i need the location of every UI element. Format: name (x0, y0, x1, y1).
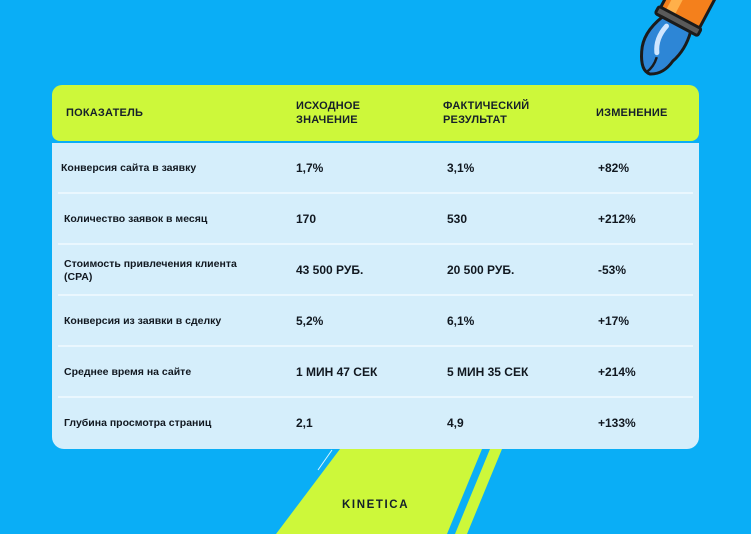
brand-logo: KINETICA (342, 499, 410, 511)
pen-nib-icon (640, 0, 721, 76)
cell-initial: 170 (296, 212, 317, 226)
header-actual: ФАКТИЧЕСКИЙ РЕЗУЛЬТАТ (443, 85, 529, 141)
cell-initial: 1,7% (296, 161, 324, 175)
row-divider (58, 243, 693, 245)
cell-actual: 4,9 (447, 416, 464, 430)
cell-change: -53% (598, 263, 627, 277)
cell-metric: Среднее время на сайте (64, 366, 192, 378)
header-change-label: ИЗМЕНЕНИЕ (596, 107, 668, 119)
table-row: Конверсия из заявки в сделку 5,2% 6,1% +… (52, 296, 699, 347)
row-divider (58, 396, 693, 398)
cell-initial: 43 500 РУБ. (296, 263, 364, 277)
table-row: Стоимость привлечения клиента (CPA) 43 5… (52, 245, 699, 296)
header-actual-line1: ФАКТИЧЕСКИЙ (443, 100, 530, 112)
cell-change: +133% (598, 416, 636, 430)
header-metric-label: ПОКАЗАТЕЛЬ (66, 107, 144, 119)
table-row: Глубина просмотра страниц 2,1 4,9 +133% (52, 398, 699, 449)
row-divider (58, 345, 693, 347)
header-initial-line2: ЗНАЧЕНИЕ (296, 114, 358, 126)
cell-metric: Стоимость привлечения клиента (CPA) (64, 257, 237, 283)
cell-metric: Конверсия сайта в заявку (61, 162, 197, 174)
table-body: Конверсия сайта в заявку 1,7% 3,1% +82% … (52, 143, 699, 449)
cell-actual: 6,1% (447, 314, 475, 328)
table-row: Среднее время на сайте 1 МИН 47 СЕК 5 МИ… (52, 347, 699, 398)
cell-actual: 3,1% (447, 161, 475, 175)
cell-initial: 1 МИН 47 СЕК (296, 365, 378, 379)
header-initial: ИСХОДНОЕ ЗНАЧЕНИЕ (296, 85, 360, 141)
header-initial-line1: ИСХОДНОЕ (296, 100, 361, 112)
header-change: ИЗМЕНЕНИЕ (596, 85, 668, 141)
cell-initial: 5,2% (296, 314, 324, 328)
row-divider (58, 294, 693, 296)
cell-metric: Глубина просмотра страниц (64, 417, 212, 429)
cell-actual: 5 МИН 35 СЕК (447, 365, 529, 379)
cell-change: +212% (598, 212, 636, 226)
results-table: ПОКАЗАТЕЛЬ ИСХОДНОЕ ЗНАЧЕНИЕ ФАКТИЧЕСКИЙ… (52, 85, 699, 449)
cell-change: +17% (598, 314, 630, 328)
header-metric: ПОКАЗАТЕЛЬ (66, 85, 143, 141)
cell-change: +214% (598, 365, 636, 379)
cell-initial: 2,1 (296, 416, 313, 430)
cell-actual: 530 (447, 212, 468, 226)
cell-change: +82% (598, 161, 630, 175)
row-divider (58, 192, 693, 194)
table-row: Конверсия сайта в заявку 1,7% 3,1% +82% (52, 143, 699, 194)
table-row: Количество заявок в месяц 170 530 +212% (52, 194, 699, 245)
cell-metric: Конверсия из заявки в сделку (64, 315, 222, 327)
table-header: ПОКАЗАТЕЛЬ ИСХОДНОЕ ЗНАЧЕНИЕ ФАКТИЧЕСКИЙ… (52, 85, 699, 141)
header-actual-line2: РЕЗУЛЬТАТ (443, 114, 508, 126)
cell-metric: Количество заявок в месяц (64, 213, 208, 225)
cell-actual: 20 500 РУБ. (447, 263, 515, 277)
